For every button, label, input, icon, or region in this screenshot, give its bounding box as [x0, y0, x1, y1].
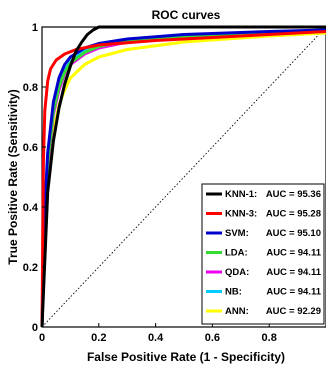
- legend-auc-0: AUC = 95.36: [266, 189, 321, 200]
- legend-label-3: LDA:: [225, 248, 248, 259]
- legend-label-0: KNN-1:: [225, 189, 257, 200]
- x-tick-label: 0.8: [262, 332, 277, 344]
- y-tick-label: 1: [32, 22, 38, 34]
- legend-auc-2: AUC = 95.10: [266, 228, 321, 239]
- roc-curve-2: [40, 28, 326, 328]
- legend-box: [201, 183, 325, 325]
- legend-label-1: KNN-3:: [225, 209, 257, 220]
- legend-auc-4: AUC = 94.11: [266, 267, 321, 278]
- axis-ticks-group: 0 0.2 0.4 0.6 0.8 0 0.2 0.4 0.6 0.8 1: [23, 22, 277, 344]
- diagonal-reference-line: [41, 26, 326, 328]
- y-tick-label: 0.6: [23, 142, 38, 154]
- roc-curve-0: [40, 25, 326, 328]
- x-tick-label: 0.6: [205, 332, 220, 344]
- x-axis-label: False Positive Rate (1 - Specificity): [87, 350, 285, 364]
- y-axis-label: True Positive Rate (Sensitivity): [6, 89, 20, 264]
- legend: KNN-1: AUC = 95.36 KNN-3: AUC = 95.28 SVM: AU…: [201, 183, 325, 325]
- legend-auc-5: AUC = 94.11: [266, 287, 321, 298]
- y-tick-label: 0.4: [23, 202, 39, 214]
- x-tick-label: 0: [39, 332, 45, 344]
- legend-auc-1: AUC = 95.28: [266, 209, 321, 220]
- roc-curve-1: [40, 30, 326, 328]
- legend-label-2: SVM:: [225, 228, 249, 239]
- legend-auc-6: AUC = 92.29: [266, 306, 321, 317]
- chart-title: ROC curves: [152, 8, 221, 22]
- y-tick-label: 0.2: [23, 262, 38, 274]
- y-tick-label: 0.8: [23, 82, 38, 94]
- roc-curves-group: [40, 25, 326, 328]
- y-tick-label: 0: [32, 322, 38, 334]
- legend-auc-3: AUC = 94.11: [266, 248, 321, 259]
- x-tick-label: 0.2: [91, 332, 106, 344]
- x-tick-label: 0.4: [148, 332, 164, 344]
- legend-label-4: QDA:: [225, 267, 249, 278]
- legend-label-5: NB:: [225, 287, 242, 298]
- legend-label-6: ANN:: [225, 306, 249, 317]
